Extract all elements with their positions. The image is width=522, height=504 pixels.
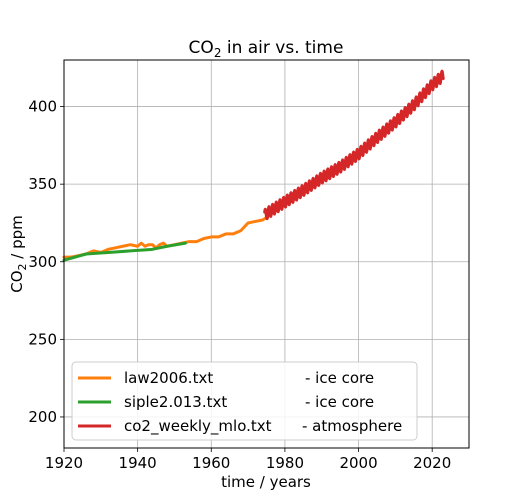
y-axis-ticks: 200 250 300 350 400 xyxy=(28,98,64,426)
y-tick-label: 250 xyxy=(28,330,57,348)
x-tick-label: 1960 xyxy=(192,454,230,472)
y-axis-label: CO2 / ppm xyxy=(8,215,29,293)
legend-label-siple2-013-txt: siple2.013.txt xyxy=(124,393,227,411)
x-tick-label: 1940 xyxy=(119,454,157,472)
legend: law2006.txt - ice core siple2.013.txt - ice… xyxy=(71,361,418,441)
y-tick-label: 300 xyxy=(28,253,57,271)
x-tick-label: 2000 xyxy=(339,454,377,472)
series-co2-weekly-mlo-txt-line xyxy=(263,69,445,221)
x-axis-ticks: 1920 1940 1960 1980 2000 2020 xyxy=(45,448,451,472)
x-tick-label: 1980 xyxy=(266,454,304,472)
legend-label-law2006-txt: law2006.txt xyxy=(124,369,213,387)
x-axis-label: time / years xyxy=(221,473,311,491)
plot-frame xyxy=(63,59,470,449)
y-tick-label: 400 xyxy=(28,98,57,116)
series-siple2-013-txt-line xyxy=(62,241,187,262)
chart-title: CO2 in air vs. time xyxy=(189,38,344,60)
series-layer xyxy=(62,69,445,262)
x-tick-label: 2020 xyxy=(413,454,451,472)
y-tick-label: 350 xyxy=(28,175,57,193)
x-tick-label: 1920 xyxy=(45,454,83,472)
legend-label-co2-weekly-mlo-txt: co2_weekly_mlo.txt xyxy=(124,417,272,436)
y-tick-label: 200 xyxy=(28,408,57,426)
legend-source-siple2-013-txt: - ice core xyxy=(305,393,374,411)
legend-source-co2-weekly-mlo-txt: - atmosphere xyxy=(302,417,402,435)
legend-source-law2006-txt: - ice core xyxy=(305,369,374,387)
series-law2006-txt-line xyxy=(62,213,272,259)
legend-box xyxy=(71,361,418,441)
